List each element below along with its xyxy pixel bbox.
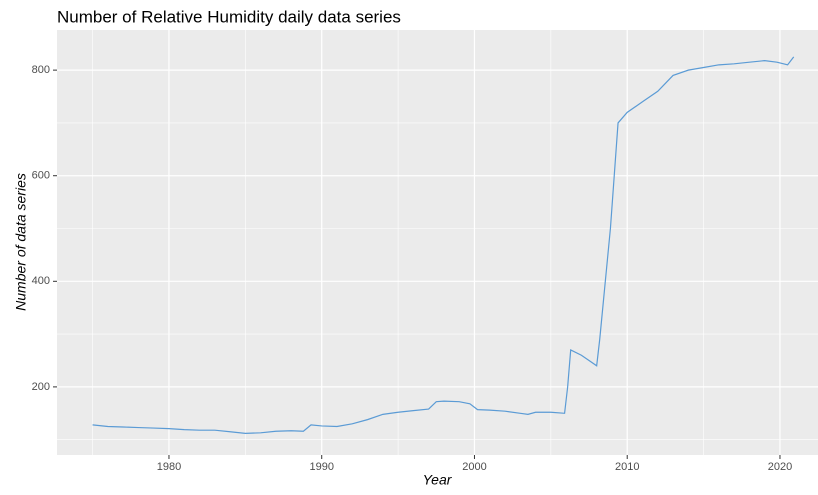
y-tick-label: 200 (32, 381, 50, 393)
x-axis-label: Year (423, 472, 453, 488)
y-tick-label: 400 (32, 275, 50, 287)
y-tick-label: 800 (32, 64, 50, 76)
x-tick-label: 1990 (309, 461, 333, 473)
x-tick-label: 2020 (768, 461, 792, 473)
panel (57, 30, 818, 455)
x-tick-label: 1980 (157, 461, 181, 473)
data-line (92, 56, 795, 434)
chart-title: Number of Relative Humidity daily data s… (57, 7, 401, 26)
y-axis-label: Number of data series (13, 173, 29, 311)
x-tick-label: 2010 (615, 461, 639, 473)
y-tick-label: 600 (32, 170, 50, 182)
x-tick-label: 2000 (462, 461, 486, 473)
